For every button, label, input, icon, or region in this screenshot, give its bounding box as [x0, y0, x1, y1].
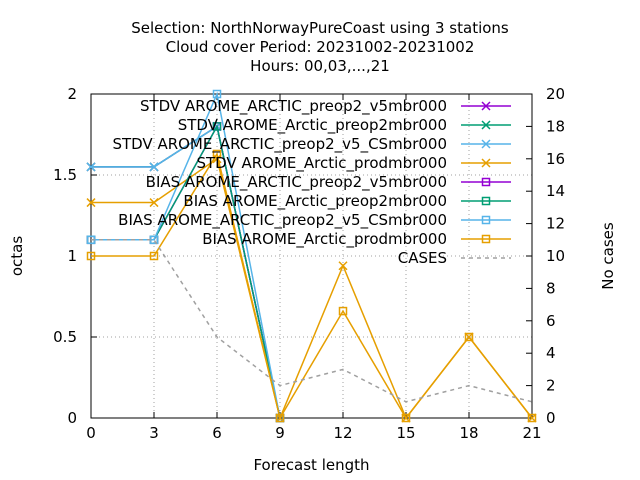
data-point	[481, 177, 491, 187]
legend-label: BIAS AROME_ARCTIC_preop2_v5_CSmbr000	[118, 211, 447, 230]
title-line: Selection: NorthNorwayPureCoast using 3 …	[131, 19, 509, 37]
y-tick-label: 1	[67, 247, 77, 265]
y2-tick-label: 20	[546, 85, 565, 103]
data-point	[338, 261, 348, 271]
y2-tick-label: 18	[546, 117, 565, 135]
legend-label: STDV AROME_ARCTIC_preop2_v5mbr000	[140, 97, 447, 116]
series-line	[91, 91, 281, 419]
legend-label: BIAS AROME_ARCTIC_preop2_v5mbr000	[146, 173, 447, 192]
y-tick-label: 2	[67, 85, 77, 103]
data-point	[481, 139, 491, 149]
x-tick-label: 21	[522, 424, 541, 442]
data-point	[86, 251, 96, 261]
data-point	[481, 196, 491, 206]
y2-tick-label: 10	[546, 247, 565, 265]
legend-label: BIAS AROME_Arctic_prodmbr000	[202, 230, 447, 249]
y2-tick-label: 0	[546, 409, 556, 427]
grid	[91, 94, 532, 418]
y-tick-label: 0.5	[53, 328, 77, 346]
x-tick-label: 18	[459, 424, 478, 442]
x-tick-label: 3	[149, 424, 159, 442]
data-point	[149, 162, 159, 172]
x-tick-label: 9	[275, 424, 285, 442]
y-axis-label: octas	[8, 236, 26, 276]
data-point	[149, 251, 159, 261]
legend-label: STDV AROME_Arctic_prodmbr000	[196, 154, 447, 173]
x-tick-label: 6	[212, 424, 222, 442]
y-tick-label: 1.5	[53, 166, 77, 184]
y2-tick-label: 2	[546, 377, 556, 395]
y2-tick-label: 6	[546, 312, 556, 330]
y2-tick-label: 12	[546, 215, 565, 233]
data-point	[212, 89, 222, 99]
x-tick-label: 15	[396, 424, 415, 442]
data-point	[401, 413, 411, 423]
legend-label: BIAS AROME_Arctic_preop2mbr000	[183, 192, 447, 211]
data-point	[212, 154, 222, 164]
data-point	[86, 162, 96, 172]
y2-axis-label: No cases	[599, 222, 617, 290]
data-point	[86, 198, 96, 208]
data-point	[481, 215, 491, 225]
data-point	[527, 413, 537, 423]
y2-tick-label: 16	[546, 150, 565, 168]
x-axis-label: Forecast length	[253, 456, 369, 474]
data-point	[212, 122, 222, 131]
legend-label: CASES	[398, 249, 447, 267]
data-point	[149, 198, 159, 208]
legend-label: STDV AROME_ARCTIC_preop2_v5_CSmbr000	[112, 135, 447, 154]
data-point	[481, 234, 491, 244]
data-point	[464, 332, 474, 342]
y2-tick-label: 4	[546, 344, 556, 362]
data-point	[481, 101, 491, 111]
data-point	[275, 413, 285, 423]
title-line: Cloud cover Period: 20231002-20231002	[166, 38, 475, 56]
data-point	[481, 120, 491, 130]
series-line	[91, 239, 533, 403]
y2-tick-label: 14	[546, 182, 565, 200]
series	[86, 89, 537, 423]
series-line	[91, 152, 533, 420]
data-point	[338, 306, 348, 316]
y2-tick-label: 8	[546, 279, 556, 297]
legend-label: STDV AROME_Arctic_preop2mbr000	[178, 116, 447, 135]
y-tick-label: 0	[67, 409, 77, 427]
x-tick-label: 0	[86, 424, 96, 442]
data-point	[481, 158, 491, 168]
chart-title: Selection: NorthNorwayPureCoast using 3 …	[131, 19, 509, 75]
x-tick-label: 12	[333, 424, 352, 442]
title-line: Hours: 00,03,...,21	[250, 57, 390, 75]
data-point	[212, 149, 222, 159]
